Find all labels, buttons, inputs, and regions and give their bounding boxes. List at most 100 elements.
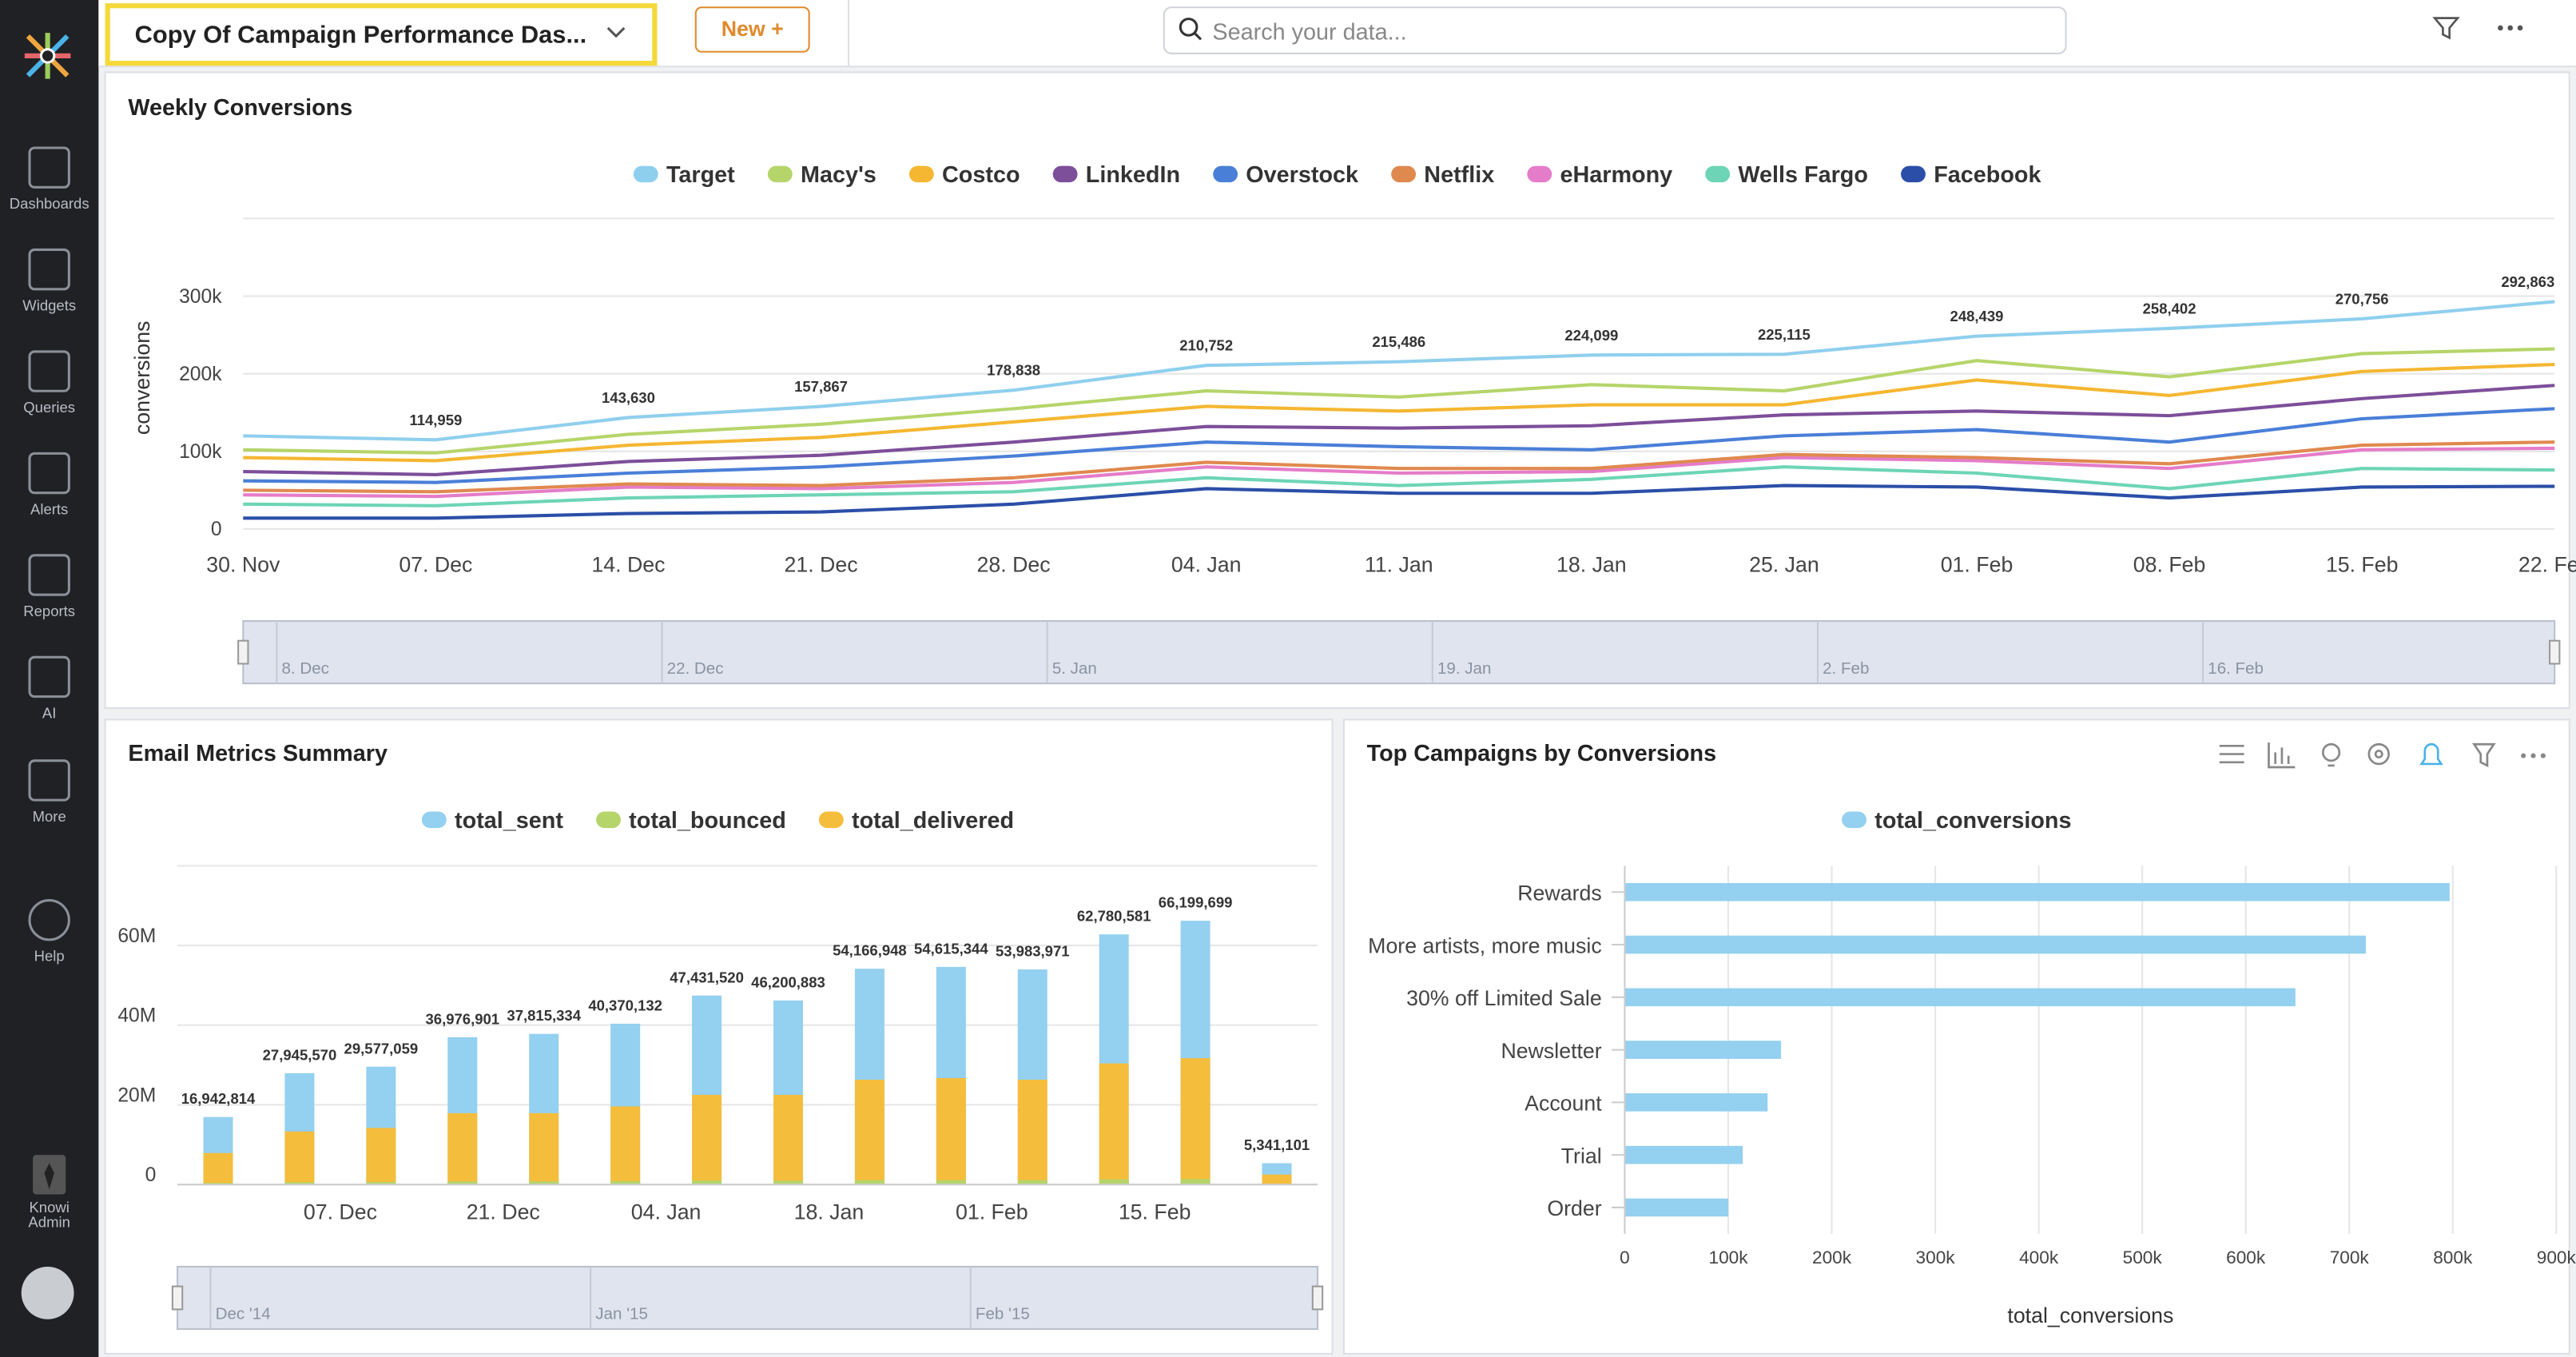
x-tick-label: 01. Feb (956, 1200, 1028, 1224)
x-tick-label: 400k (2019, 1248, 2059, 1267)
data-label: 16,942,814 (181, 1090, 256, 1107)
y-axis-label: conversions (130, 321, 154, 436)
y-tick-label: More artists, more music (1368, 933, 1602, 957)
x-tick-label: 11. Jan (1365, 552, 1433, 576)
data-label: 178,838 (987, 362, 1040, 379)
x-tick-label: 04. Jan (1171, 552, 1242, 576)
y-tick-label: Newsletter (1501, 1039, 1601, 1063)
legend-swatch (1053, 166, 1078, 183)
bar (1099, 1064, 1129, 1185)
bar (692, 1095, 722, 1184)
x-tick-label: 07. Dec (399, 552, 472, 576)
y-tick-label: 0 (211, 519, 222, 540)
navigator-label: 5. Jan (1052, 659, 1097, 678)
y-tick-label: Trial (1561, 1144, 1602, 1168)
data-label: 143,630 (602, 389, 655, 406)
navigator-handle[interactable] (173, 1287, 182, 1310)
legend-label: Macy's (801, 162, 877, 188)
legend-label: Netflix (1424, 162, 1494, 188)
bar (1624, 989, 2295, 1007)
bar (1624, 883, 2449, 901)
legend-item[interactable]: total_conversions (1842, 808, 2071, 834)
bar (529, 1113, 559, 1184)
bar (366, 1128, 396, 1184)
navigator-label: 8. Dec (282, 659, 329, 678)
bar (1624, 936, 2365, 954)
y-tick-label: 100k (179, 441, 222, 463)
bar (855, 1080, 885, 1184)
legend-swatch (634, 166, 658, 183)
data-label: 210,752 (1179, 337, 1233, 354)
data-label: 215,486 (1372, 333, 1425, 350)
y-tick-label: 200k (179, 364, 222, 385)
data-label: 47,431,520 (670, 969, 744, 985)
data-label: 36,976,901 (425, 1010, 499, 1027)
data-label: 114,959 (409, 412, 462, 428)
navigator-label: Jan '15 (595, 1305, 648, 1323)
data-label: 292,863 (2501, 273, 2554, 290)
legend-swatch (422, 812, 447, 829)
y-tick-label: Rewards (1517, 881, 1601, 905)
data-label: 54,166,948 (833, 942, 907, 959)
data-label: 27,945,570 (263, 1046, 337, 1063)
legend-label: total_bounced (629, 808, 786, 834)
legend-swatch (1842, 812, 1866, 829)
x-tick-label: 25. Jan (1749, 552, 1819, 576)
x-tick-label: 08. Feb (2133, 552, 2206, 576)
y-tick-label: 0 (145, 1164, 157, 1186)
x-tick-label: 01. Feb (1941, 552, 2013, 576)
x-tick-label: 300k (1916, 1248, 1956, 1267)
data-label: 5,341,101 (1244, 1136, 1310, 1153)
bar (447, 1113, 477, 1184)
legend-swatch (909, 166, 934, 183)
chart-title: Weekly Conversions (128, 95, 352, 121)
legend-label: Costco (942, 162, 1020, 188)
bar (936, 1078, 966, 1184)
x-tick-label: 200k (1812, 1248, 1852, 1267)
legend: total_conversions (1842, 808, 2071, 834)
legend-label: Target (666, 162, 735, 188)
chart-title: Email Metrics Summary (128, 741, 388, 766)
more-icon[interactable] (2521, 754, 2546, 758)
legend-swatch (1527, 166, 1552, 183)
bar (204, 1153, 233, 1184)
data-label: 53,983,971 (996, 943, 1070, 960)
data-label: 66,199,699 (1159, 894, 1233, 911)
x-tick-label: 0 (1620, 1248, 1630, 1267)
x-tick-label: 18. Jan (794, 1200, 865, 1224)
legend-swatch (1901, 166, 1926, 183)
x-tick-label: 600k (2226, 1248, 2266, 1267)
navigator-label: 22. Dec (667, 659, 724, 678)
x-tick-label: 500k (2123, 1248, 2163, 1267)
x-tick-label: 21. Dec (784, 552, 857, 576)
legend-swatch (1213, 166, 1238, 183)
x-tick-label: 800k (2433, 1248, 2473, 1267)
bar (1624, 1041, 1781, 1059)
legend-swatch (768, 166, 793, 183)
navigator-handle[interactable] (238, 641, 248, 664)
bar (1624, 1093, 1767, 1112)
legend-label: Overstock (1246, 162, 1359, 188)
y-tick-label: 30% off Limited Sale (1406, 986, 1602, 1010)
data-label: 157,867 (794, 378, 848, 395)
legend-label: Wells Fargo (1738, 162, 1868, 188)
legend-label: eHarmony (1560, 162, 1672, 188)
bar (1262, 1175, 1292, 1184)
bar (284, 1132, 314, 1184)
navigator-handle[interactable] (2550, 641, 2559, 664)
navigator-handle[interactable] (1313, 1287, 1322, 1310)
x-axis-label: total_conversions (2007, 1303, 2173, 1327)
legend-label: total_delivered (852, 808, 1014, 834)
bar (1018, 1080, 1047, 1184)
bar (1181, 1058, 1210, 1184)
legend-swatch (596, 812, 621, 829)
data-label: 37,815,334 (507, 1007, 581, 1024)
y-tick-label: Order (1547, 1196, 1601, 1220)
legend-swatch (1705, 166, 1730, 183)
x-tick-label: 21. Dec (467, 1200, 540, 1224)
x-tick-label: 900k (2537, 1248, 2576, 1267)
legend-label: total_conversions (1874, 808, 2071, 834)
y-tick-label: 40M (117, 1005, 156, 1027)
